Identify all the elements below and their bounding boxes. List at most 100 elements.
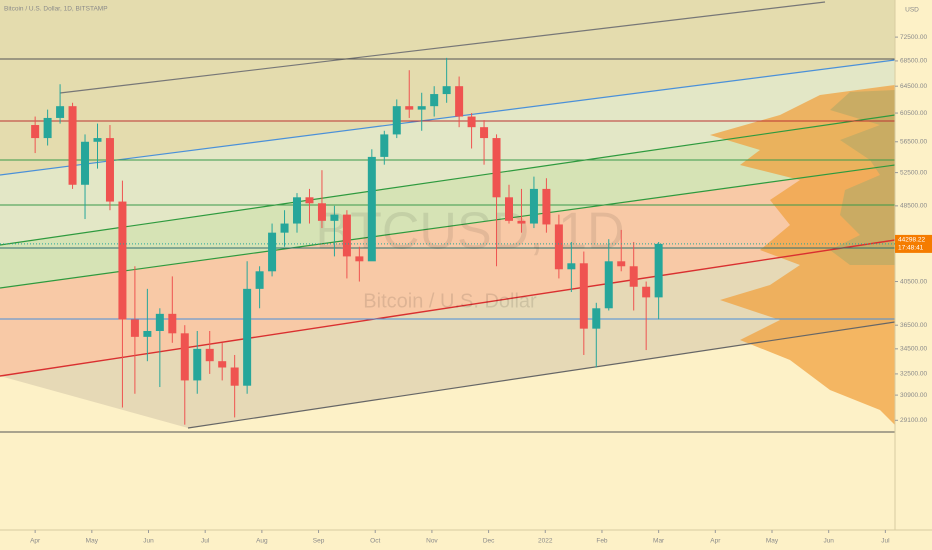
y-tick-label: 32500.00	[900, 371, 927, 378]
countdown: 17:48:41	[898, 245, 924, 252]
y-tick-label: 72500.00	[900, 34, 927, 41]
x-tick-label: Jun	[823, 538, 834, 545]
band-lower	[0, 165, 895, 376]
candle-body	[355, 256, 364, 262]
x-tick-label: Jul	[201, 538, 210, 545]
candle-body	[617, 261, 626, 267]
candle-body	[268, 232, 277, 272]
y-tick-label: 68500.00	[900, 58, 927, 65]
x-tick-label: Mar	[653, 538, 665, 545]
candle-body	[243, 288, 252, 386]
candle-body	[93, 138, 102, 142]
y-tick-label: 29100.00	[900, 417, 927, 424]
candle-body	[118, 201, 127, 320]
candle-body	[168, 313, 177, 334]
x-tick-label: Apr	[30, 538, 41, 545]
candle-body	[504, 197, 513, 221]
x-tick-label: Aug	[256, 538, 268, 545]
last-price-label: 44298.22	[898, 237, 925, 244]
candle-body	[542, 188, 551, 225]
band-upper	[0, 60, 895, 245]
candle-body	[31, 125, 40, 139]
candle-body	[417, 106, 426, 110]
watermark: BTCUSD, 1D	[315, 203, 624, 261]
watermark-subtitle: Bitcoin / U.S. Dollar	[363, 290, 537, 312]
y-tick-label: 48500.00	[900, 203, 927, 210]
x-tick-label: Sep	[313, 538, 325, 545]
candle-body	[280, 223, 289, 233]
candle-body	[56, 106, 65, 118]
x-tick-label: 2022	[538, 538, 553, 545]
chart-title: Bitcoin / U.S. Dollar, 1D, BITSTAMP	[4, 6, 108, 13]
candle-body	[567, 263, 576, 270]
candle-body	[43, 117, 52, 139]
candle-body	[554, 224, 563, 270]
candle-body	[467, 116, 476, 128]
marks	[0, 57, 895, 425]
candle-body	[517, 220, 526, 224]
candle-body	[480, 127, 489, 139]
last-price-tag	[895, 234, 932, 253]
candle-body	[579, 263, 588, 329]
candle-body	[629, 266, 638, 287]
y-tick-label: 34500.00	[900, 346, 927, 353]
candle-body	[592, 308, 601, 329]
candle-body	[230, 367, 239, 386]
candle-body	[105, 138, 114, 202]
y-tick-label: 36500.00	[900, 322, 927, 329]
band-middle	[0, 115, 895, 288]
y-tick-label: 52500.00	[900, 169, 927, 176]
y-tick-label: 30900.00	[900, 392, 927, 399]
candle-body	[392, 106, 401, 135]
candle-body	[143, 330, 152, 337]
candle-body	[342, 214, 351, 257]
candle-body	[293, 197, 302, 224]
candle-body	[492, 138, 501, 198]
candle-body	[442, 86, 451, 95]
x-tick-label: Feb	[596, 538, 608, 545]
candle-body	[305, 197, 314, 204]
y-tick-label: 60500.00	[900, 110, 927, 117]
channel-line	[0, 164, 896, 289]
candle-body	[155, 313, 164, 331]
band-bottom	[0, 240, 895, 428]
candle-body	[68, 106, 77, 185]
candle-body	[255, 271, 264, 289]
candle-body	[455, 86, 464, 117]
x-tick-label: Oct	[370, 538, 380, 545]
volume-profile	[710, 85, 895, 425]
y-tick-label: 56500.00	[900, 138, 927, 145]
candle-body	[193, 348, 202, 381]
x-tick-label: May	[766, 538, 779, 545]
y-tick-label: 40500.00	[900, 278, 927, 285]
channel-top	[59, 1, 826, 94]
candle-body	[317, 203, 326, 221]
candle-body	[430, 94, 439, 107]
x-tick-label: Jun	[143, 538, 154, 545]
channel-bottom	[187, 321, 896, 429]
candle-body	[180, 333, 189, 381]
candle-body	[330, 214, 339, 221]
x-tick-label: Jul	[881, 538, 890, 545]
candle-body	[642, 286, 651, 298]
y-tick-label: 64500.00	[900, 83, 927, 90]
candle-body	[205, 348, 214, 362]
candle-body	[604, 261, 613, 309]
candle-body	[405, 106, 414, 110]
candle-body	[218, 361, 227, 368]
x-tick-label: Dec	[483, 538, 495, 545]
candle-body	[380, 134, 389, 157]
currency: USD	[905, 7, 919, 14]
channel-median	[0, 239, 896, 377]
candle-body	[529, 188, 538, 224]
x-tick-label: Nov	[426, 538, 438, 545]
candle-body	[81, 141, 90, 185]
channel-line	[0, 114, 896, 246]
x-tick-label: Apr	[710, 538, 721, 545]
channel-line	[0, 59, 896, 176]
candle-body	[367, 156, 376, 262]
candle-body	[130, 319, 139, 337]
candle-body	[654, 243, 663, 298]
x-tick-label: May	[86, 538, 99, 545]
